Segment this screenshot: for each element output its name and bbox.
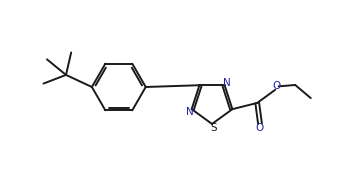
Text: O: O [273,81,281,91]
Text: O: O [256,123,264,133]
Text: S: S [210,123,217,133]
Text: N: N [186,106,193,117]
Text: N: N [223,78,230,88]
